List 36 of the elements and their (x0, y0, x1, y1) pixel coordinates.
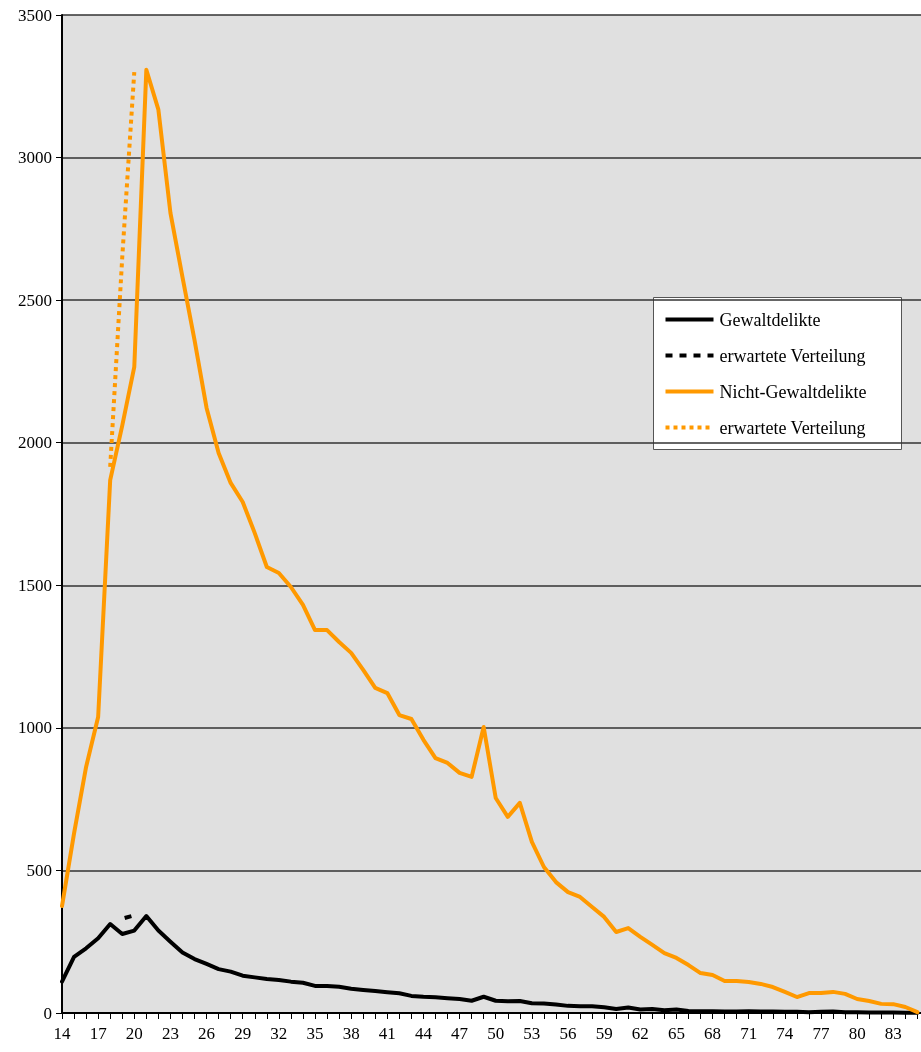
legend-label: erwartete Verteilung (719, 345, 866, 366)
y-tick-label: 1500 (18, 575, 52, 595)
y-tick-label: 3000 (18, 148, 52, 168)
x-tick-label: 23 (161, 1024, 179, 1043)
x-tick-label: 29 (234, 1024, 252, 1043)
y-tick-label: 500 (26, 860, 52, 880)
y-tick-label: 2500 (18, 290, 52, 310)
x-tick-label: 20 (125, 1024, 143, 1043)
y-tick-label: 0 (43, 1003, 52, 1023)
x-tick-label: 47 (451, 1024, 469, 1043)
x-tick-label: 17 (89, 1024, 108, 1043)
x-tick-label: 50 (487, 1024, 505, 1043)
x-tick-label: 59 (595, 1024, 613, 1043)
y-tick-label: 3500 (18, 5, 52, 25)
x-tick-label: 56 (559, 1024, 577, 1043)
x-tick-label: 44 (414, 1024, 433, 1043)
x-tick-label: 71 (740, 1024, 758, 1043)
x-tick-label: 65 (667, 1024, 685, 1043)
legend-label: Gewaltdelikte (719, 309, 821, 330)
y-tick-label: 2000 (18, 433, 52, 453)
x-tick-label: 68 (704, 1024, 722, 1043)
x-tick-label: 77 (812, 1024, 830, 1043)
x-tick-label: 14 (53, 1024, 71, 1043)
x-tick-label: 53 (523, 1024, 541, 1043)
x-tick-label: 80 (848, 1024, 866, 1043)
x-tick-label: 74 (776, 1024, 794, 1043)
x-tick-label: 32 (270, 1024, 288, 1043)
x-tick-label: 83 (884, 1024, 902, 1043)
legend-label: erwartete Verteilung (719, 417, 866, 438)
x-tick-label: 38 (342, 1024, 360, 1043)
x-tick-label: 26 (198, 1024, 216, 1043)
legend-label: Nicht-Gewaltdelikte (719, 381, 867, 402)
x-tick-label: 35 (306, 1024, 324, 1043)
y-tick-label: 1000 (18, 718, 52, 738)
x-tick-label: 62 (631, 1024, 649, 1043)
x-tick-label: 41 (378, 1024, 396, 1043)
